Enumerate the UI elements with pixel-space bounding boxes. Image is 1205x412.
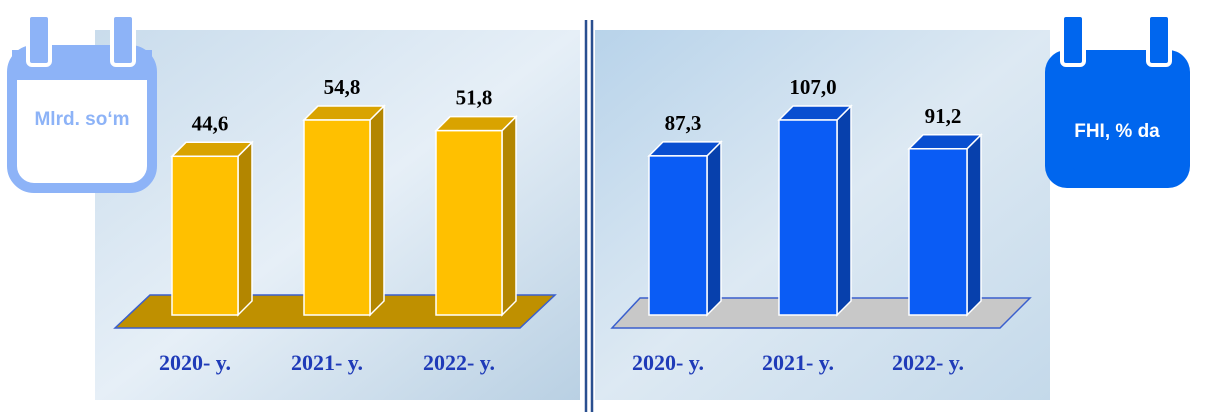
unit-icon [1045,13,1190,188]
value-label: 54,8 [324,75,361,99]
bar-side [706,140,722,317]
bar-side [237,140,253,317]
x-tick-label: 2021- y. [291,350,363,375]
bar-top [170,141,254,158]
bar-top [302,105,386,121]
bar [647,140,723,317]
bar-side [966,132,982,317]
unit-icon [7,13,157,193]
unit-label: Mlrd. so‘m [34,109,130,130]
value-label: 87,3 [665,111,702,135]
bar-front [303,119,371,316]
bar-front [908,148,968,316]
unit-label: FHI, % da [1074,121,1160,142]
value-label: 44,6 [192,111,229,135]
bar-side [501,114,517,317]
bar-side [369,104,385,317]
bar-front [171,155,239,316]
bar-top [434,115,518,132]
x-tick-label: 2022- y. [892,350,964,375]
bar [907,132,983,317]
value-label: 91,2 [925,104,962,128]
x-tick-label: 2021- y. [762,350,834,375]
bar-front [435,129,503,316]
value-label: 51,8 [456,86,493,110]
bar-front [778,119,838,316]
bar [434,114,518,317]
bar [777,104,853,317]
x-tick-label: 2022- y. [423,350,495,375]
bar [302,104,386,317]
bar [170,140,254,317]
x-tick-label: 2020- y. [632,350,704,375]
bar-front [648,155,708,316]
x-tick-label: 2020- y. [159,350,231,375]
value-label: 107,0 [789,75,836,99]
bar-side [836,104,852,317]
